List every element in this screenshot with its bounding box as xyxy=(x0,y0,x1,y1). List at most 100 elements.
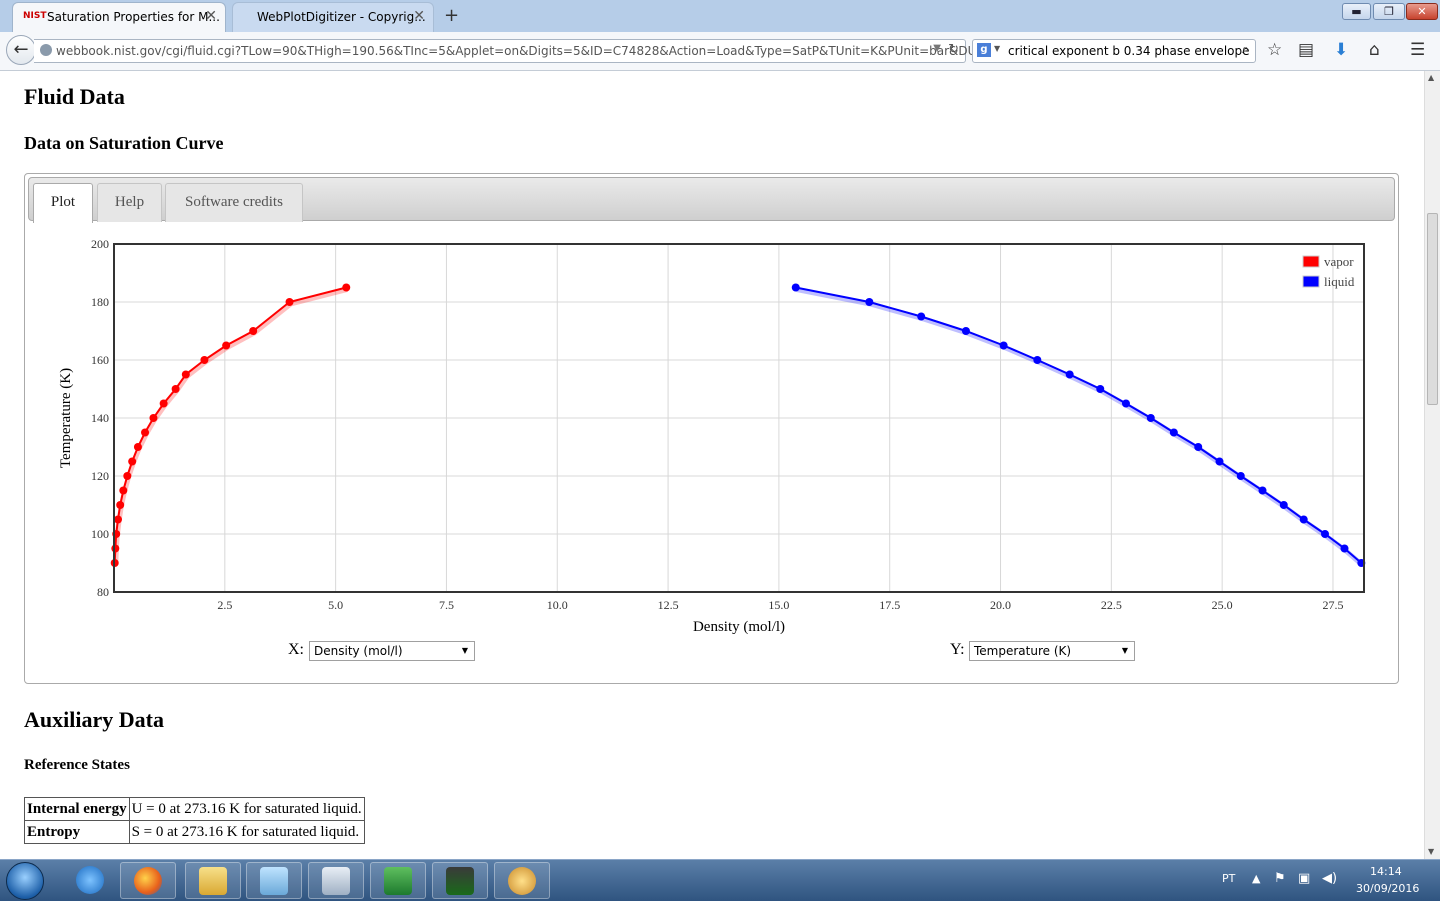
legend-swatch xyxy=(1302,275,1320,288)
vertical-scrollbar[interactable]: ▲ ▼ xyxy=(1424,71,1440,859)
y-tick-label: 160 xyxy=(91,353,109,367)
browser-tab-nist[interactable]: NIST Saturation Properties for M... ✕ xyxy=(12,2,226,32)
action-center-flag-icon[interactable]: ⚑ xyxy=(1274,871,1286,886)
data-point xyxy=(865,298,874,306)
data-point xyxy=(1279,501,1288,509)
search-icon[interactable]: ⌕ xyxy=(1241,42,1249,57)
clock-time[interactable]: 14:14 xyxy=(1370,865,1402,878)
system-tray: PT ▲ ⚑ ▣ ◀) 14:14 30/09/2016 xyxy=(1210,860,1440,901)
navigation-toolbar: ← webbook.nist.gov/cgi/fluid.cgi?TLow=90… xyxy=(0,32,1440,71)
plot-panel: Plot Help Software credits xyxy=(24,173,1399,684)
close-tab-icon[interactable]: ✕ xyxy=(413,8,425,24)
data-point xyxy=(113,515,122,524)
volume-icon[interactable]: ◀) xyxy=(1322,871,1338,886)
scroll-down-icon[interactable]: ▼ xyxy=(1428,847,1435,856)
data-point xyxy=(961,327,970,335)
firefox-taskbar-icon[interactable] xyxy=(120,862,176,899)
data-point xyxy=(123,472,132,480)
table-cell: Entropy xyxy=(24,820,130,844)
tab-title: WebPlotDigitizer - Copyrig... xyxy=(257,10,426,24)
tab-software-credits[interactable]: Software credits xyxy=(165,183,303,222)
data-point xyxy=(1299,515,1308,524)
data-point xyxy=(111,544,120,553)
close-window-button[interactable]: ✕ xyxy=(1406,3,1438,20)
data-point xyxy=(222,341,231,350)
table-cell: S = 0 at 273.16 K for saturated liquid. xyxy=(128,820,365,844)
paint-taskbar-icon[interactable] xyxy=(494,862,550,899)
legend-label: liquid xyxy=(1324,274,1355,289)
x-select-value: Density (mol/l) xyxy=(314,644,403,658)
tab-plot[interactable]: Plot xyxy=(33,183,93,223)
page-title: Fluid Data xyxy=(24,84,125,109)
downloads-icon[interactable]: ⬇ xyxy=(1334,40,1349,60)
y-tick-label: 140 xyxy=(91,411,109,425)
history-dropdown-icon[interactable]: ▼ xyxy=(933,43,941,54)
tab-help[interactable]: Help xyxy=(97,183,162,222)
table-cell: Internal energy xyxy=(24,797,130,821)
page-content: Fluid Data Data on Saturation Curve Plot… xyxy=(0,71,1424,859)
address-bar[interactable]: webbook.nist.gov/cgi/fluid.cgi?TLow=90&T… xyxy=(34,39,1021,63)
start-button[interactable] xyxy=(6,862,44,900)
x-tick-label: 10.0 xyxy=(547,598,568,612)
data-point xyxy=(917,312,926,321)
series-line xyxy=(795,286,1362,564)
data-point xyxy=(791,283,800,292)
close-tab-icon[interactable]: ✕ xyxy=(205,8,217,24)
tab-title: Saturation Properties for M... xyxy=(47,10,220,24)
google-icon[interactable]: g xyxy=(977,43,991,57)
language-indicator[interactable]: PT xyxy=(1222,872,1236,885)
home-icon[interactable]: ⌂ xyxy=(1369,40,1380,60)
maximize-button[interactable]: ❐ xyxy=(1373,3,1405,20)
x-select-label: X: xyxy=(288,641,304,658)
search-engine-dropdown-icon[interactable]: ▼ xyxy=(994,44,1001,53)
scrollbar-thumb[interactable] xyxy=(1427,213,1438,405)
reading-list-icon[interactable]: ▤ xyxy=(1298,40,1315,60)
scroll-up-icon[interactable]: ▲ xyxy=(1428,73,1435,82)
x-tick-label: 20.0 xyxy=(990,598,1011,612)
excel-taskbar-icon[interactable] xyxy=(370,862,426,899)
search-input[interactable]: critical exponent b 0.34 phase envelope xyxy=(1008,44,1250,58)
x-axis-select[interactable]: Density (mol/l) ▼ xyxy=(309,641,475,661)
y-axis-label: Temperature (K) xyxy=(58,368,74,468)
x-axis-label: Density (mol/l) xyxy=(693,619,785,635)
y-tick-label: 80 xyxy=(97,585,109,599)
table-row: Internal energy U = 0 at 273.16 K for sa… xyxy=(24,797,365,821)
search-bar[interactable]: g ▼ critical exponent b 0.34 phase envel… xyxy=(972,39,1256,63)
data-point xyxy=(1320,530,1329,538)
reference-states-table: Internal energy U = 0 at 273.16 K for sa… xyxy=(24,797,365,844)
menu-icon[interactable]: ☰ xyxy=(1410,40,1426,60)
data-point xyxy=(128,457,137,466)
y-axis-select[interactable]: Temperature (K) ▼ xyxy=(969,641,1135,661)
calculator-taskbar-icon[interactable] xyxy=(308,862,364,899)
browser-tab-webplotdigitizer[interactable]: WebPlotDigitizer - Copyrig... ✕ xyxy=(232,2,434,32)
reference-states-title: Reference States xyxy=(24,757,130,773)
browser-tab-strip: NIST Saturation Properties for M... ✕ We… xyxy=(0,0,1440,32)
data-point xyxy=(285,298,294,306)
show-hidden-icons-icon[interactable]: ▲ xyxy=(1252,872,1261,885)
network-icon[interactable]: ▣ xyxy=(1298,871,1311,886)
data-point xyxy=(249,327,258,335)
series-liquid xyxy=(791,283,1366,567)
internet-explorer-taskbar-icon[interactable] xyxy=(62,862,118,899)
data-point xyxy=(1033,356,1042,364)
new-tab-button[interactable]: + xyxy=(444,5,460,26)
chevron-down-icon: ▼ xyxy=(461,646,468,655)
minimize-button[interactable]: ▬ xyxy=(1342,3,1371,20)
plot-tabs-header: Plot Help Software credits xyxy=(28,177,1395,223)
file-explorer-taskbar-icon[interactable] xyxy=(185,862,241,899)
pega-pontos-taskbar-icon[interactable] xyxy=(432,862,488,899)
data-point xyxy=(119,486,128,495)
x-tick-label: 22.5 xyxy=(1101,598,1122,612)
back-button[interactable]: ← xyxy=(6,35,36,65)
clock-date[interactable]: 30/09/2016 xyxy=(1356,882,1420,895)
data-point xyxy=(1258,486,1267,495)
legend-swatch xyxy=(1302,255,1320,268)
data-point xyxy=(1194,443,1203,451)
notepad-taskbar-icon[interactable] xyxy=(246,862,302,899)
legend-label: vapor xyxy=(1324,254,1354,269)
bookmark-star-icon[interactable]: ☆ xyxy=(1267,40,1283,60)
data-point xyxy=(133,443,142,451)
x-tick-label: 17.5 xyxy=(879,598,900,612)
y-tick-labels: 80 100 120 140 160 180 200 xyxy=(91,237,109,599)
reload-icon[interactable]: ↻ xyxy=(948,42,959,57)
